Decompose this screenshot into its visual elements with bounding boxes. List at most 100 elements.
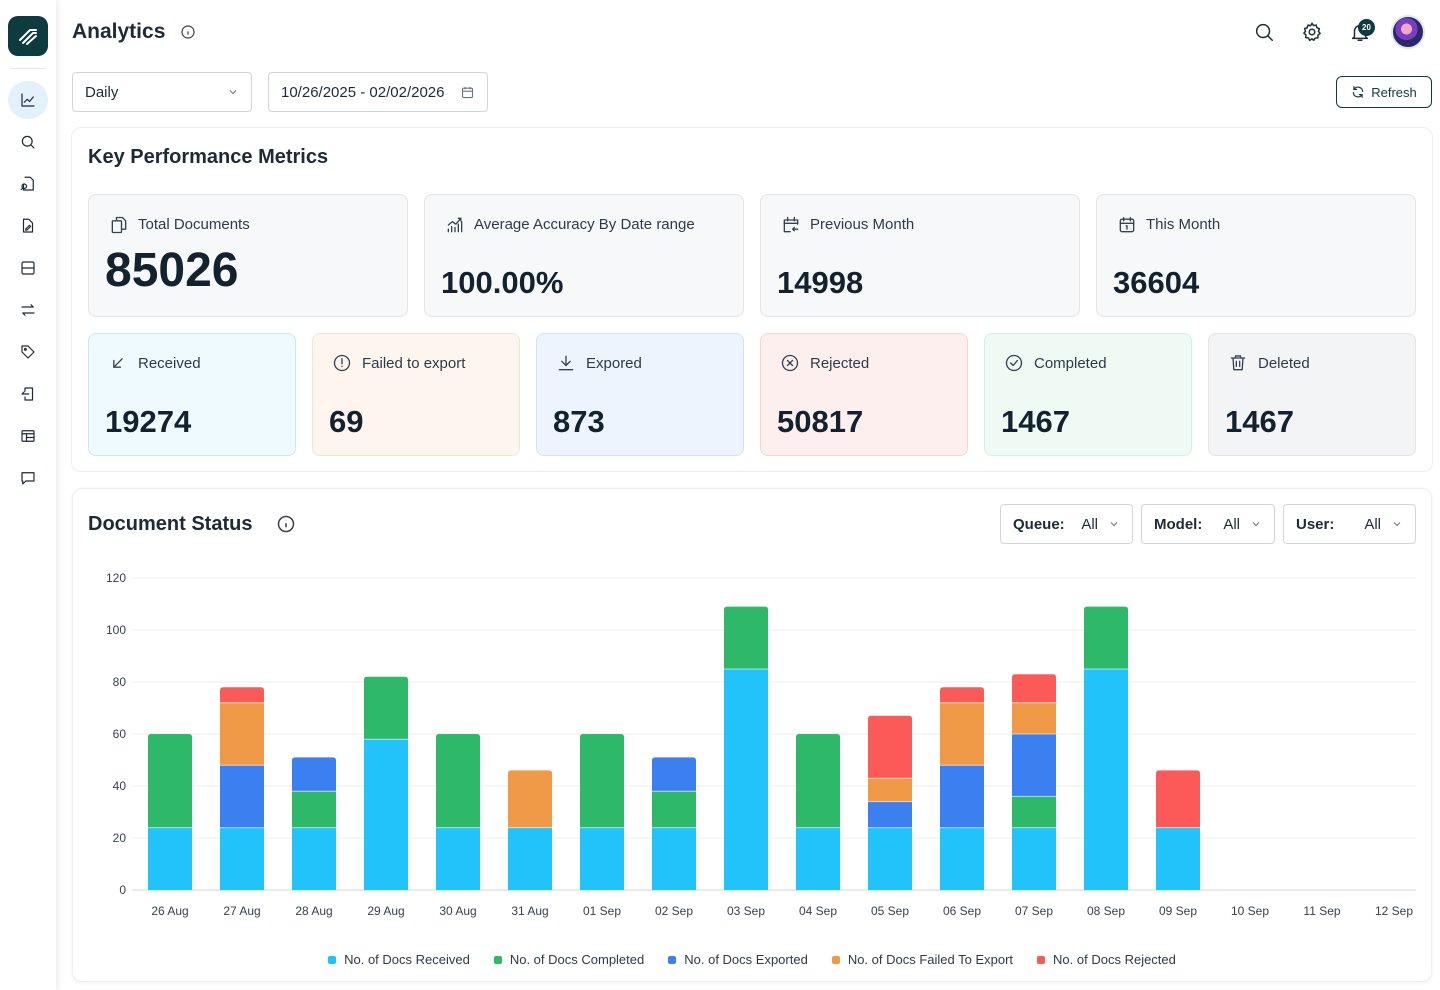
bar-segment [724, 606, 768, 669]
legend-label: No. of Docs Rejected [1053, 952, 1176, 967]
bar-segment [148, 734, 192, 828]
period-select[interactable]: Daily [72, 72, 252, 112]
stat-label: Completed [1034, 355, 1107, 372]
user-filter-label: User: [1296, 515, 1335, 533]
refresh-button-label: Refresh [1371, 84, 1417, 100]
trash-icon [1228, 353, 1248, 373]
model-filter-value: All [1223, 515, 1240, 533]
x-tick-label: 26 Aug [151, 904, 188, 918]
kpi-label: This Month [1146, 216, 1221, 233]
sidebar-item-document-search[interactable] [8, 165, 48, 203]
arrows-swap-icon [21, 304, 35, 316]
stat-card-deleted: Deleted 1467 [1208, 333, 1416, 456]
stat-value: 19274 [105, 404, 192, 439]
period-select-value: Daily [85, 83, 119, 101]
date-range-picker[interactable]: 10/26/2025 - 02/02/2026 [268, 72, 488, 112]
line-chart-icon [21, 93, 35, 107]
kpi-card-average-accuracy: Average Accuracy By Date range 100.00% [424, 194, 744, 317]
sidebar-item-search[interactable] [8, 123, 48, 161]
info-icon[interactable] [180, 24, 196, 40]
settings-button[interactable] [1298, 18, 1326, 46]
check-circle-icon [1004, 353, 1024, 373]
sidebar-item-export[interactable] [8, 375, 48, 413]
stat-card-rejected: Rejected 50817 [760, 333, 968, 456]
bar-segment [796, 827, 840, 890]
bar-segment [436, 734, 480, 828]
bar-segment [508, 827, 552, 890]
sidebar-item-analytics[interactable] [8, 81, 48, 119]
bar-segment [1156, 770, 1200, 828]
sidebar-item-layout[interactable] [8, 249, 48, 287]
sidebar-item-messages[interactable] [8, 459, 48, 497]
stat-card-exported: Expored 873 [536, 333, 744, 456]
legend-item[interactable]: No. of Docs Received [328, 952, 470, 967]
legend-item[interactable]: No. of Docs Completed [493, 952, 645, 967]
legend-swatch [831, 955, 840, 964]
bar-segment [148, 827, 192, 890]
chevron-down-icon [229, 90, 237, 95]
y-tick-label: 40 [113, 779, 127, 793]
kpi-label: Average Accuracy By Date range [474, 216, 695, 233]
kpi-label: Total Documents [138, 216, 250, 233]
queue-filter[interactable]: Queue: All [1000, 504, 1133, 544]
kpi-value: 85026 [105, 244, 239, 297]
x-tick-label: 01 Sep [583, 904, 621, 918]
bar-segment [364, 676, 408, 740]
bar-segment [508, 770, 552, 828]
stat-value: 50817 [777, 404, 864, 439]
arrow-down-left-icon [108, 353, 128, 373]
kpi-value: 100.00% [441, 265, 564, 300]
x-tick-label: 06 Sep [943, 904, 981, 918]
sidebar-item-document-edit[interactable] [8, 207, 48, 245]
bar-segment [1084, 669, 1128, 890]
legend-item[interactable]: No. of Docs Exported [668, 952, 808, 967]
bar-segment [652, 757, 696, 792]
user-avatar[interactable] [1391, 15, 1425, 49]
sidebar-item-transfer[interactable] [8, 291, 48, 329]
model-filter[interactable]: Model: All [1141, 504, 1275, 544]
refresh-button[interactable]: Refresh [1336, 76, 1432, 108]
legend-swatch [493, 955, 502, 964]
bar-segment [292, 791, 336, 828]
tag-icon [21, 345, 35, 359]
stat-card-completed: Completed 1467 [984, 333, 1192, 456]
bar-segment [940, 827, 984, 890]
legend-label: No. of Docs Failed To Export [847, 952, 1014, 967]
kpi-label: Previous Month [810, 216, 915, 233]
kpi-card-this-month: This Month 36604 [1096, 194, 1416, 317]
legend-item[interactable]: No. of Docs Failed To Export [831, 952, 1014, 967]
bar-segment [292, 827, 336, 890]
bar-segment [220, 765, 264, 828]
bar-segment [1012, 827, 1056, 890]
legend-swatch [328, 955, 337, 964]
x-tick-label: 28 Aug [295, 904, 332, 918]
info-icon[interactable] [276, 514, 296, 534]
app-logo[interactable] [8, 16, 48, 56]
calendar-icon [461, 86, 474, 98]
x-tick-label: 11 Sep [1303, 904, 1340, 918]
bar-segment [1012, 674, 1056, 703]
model-filter-label: Model: [1154, 515, 1203, 533]
sidebar-item-tags[interactable] [8, 333, 48, 371]
bar-segment [364, 739, 408, 890]
search-button[interactable] [1250, 18, 1278, 46]
legend-item[interactable]: No. of Docs Rejected [1037, 952, 1176, 967]
stat-label: Failed to export [362, 355, 466, 372]
bar-segment [940, 687, 984, 703]
x-tick-label: 27 Aug [223, 904, 260, 918]
bar-segment [940, 702, 984, 766]
sidebar-item-table[interactable] [8, 417, 48, 455]
stat-value: 873 [553, 404, 605, 439]
kpi-value: 36604 [1113, 265, 1200, 300]
bar-segment [868, 827, 912, 890]
y-tick-label: 120 [106, 571, 126, 585]
trend-chart-icon [445, 215, 465, 235]
legend-label: No. of Docs Completed [509, 952, 645, 967]
chat-icon [21, 472, 35, 485]
legend-label: No. of Docs Exported [684, 952, 808, 967]
notification-badge: 20 [1358, 19, 1375, 36]
logo-mark-icon [19, 29, 37, 45]
user-filter[interactable]: User: All [1283, 504, 1416, 544]
bar-segment [580, 827, 624, 890]
kpi-value: 14998 [777, 265, 864, 300]
